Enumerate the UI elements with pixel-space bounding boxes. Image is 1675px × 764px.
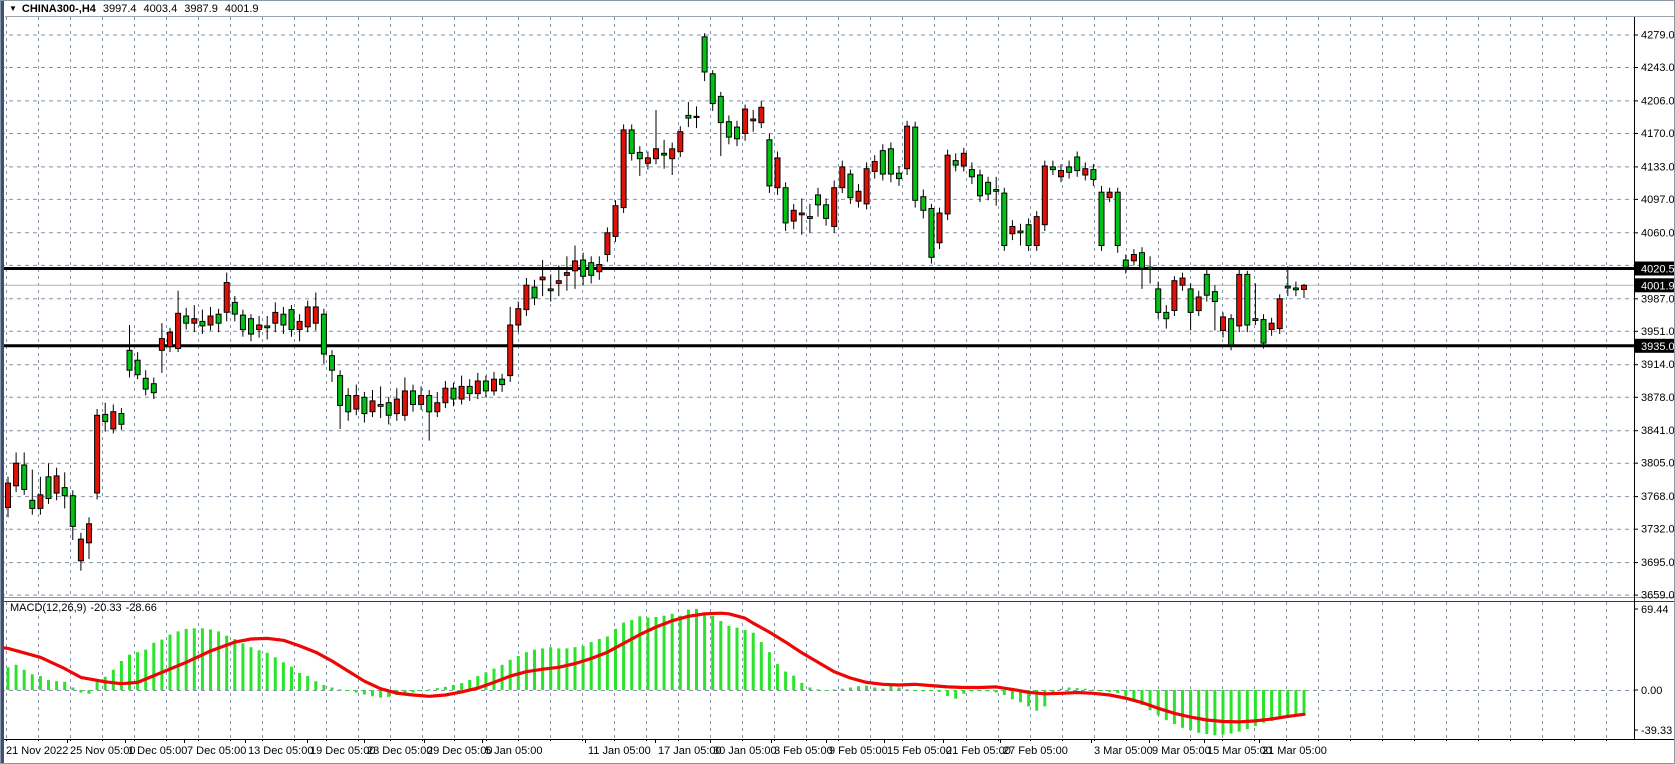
- pane-divider[interactable]: [1, 597, 1675, 602]
- svg-text:3951.0: 3951.0: [1641, 326, 1675, 338]
- horizontal-gridlines: [1, 34, 1634, 691]
- vertical-gridlines: [6, 17, 1607, 738]
- svg-text:3878.0: 3878.0: [1641, 392, 1675, 404]
- svg-text:15 Feb 05:00: 15 Feb 05:00: [887, 745, 952, 757]
- macd-value: -20.33: [90, 602, 122, 614]
- macd-signal-line: [1, 611, 1306, 724]
- svg-text:3 Feb 05:00: 3 Feb 05:00: [774, 745, 833, 757]
- horizontal-level-lines[interactable]: [1, 267, 1634, 348]
- svg-text:4170.0: 4170.0: [1641, 128, 1675, 140]
- svg-text:25 Nov 05:00: 25 Nov 05:00: [70, 745, 135, 757]
- svg-text:30 Jan 05:00: 30 Jan 05:00: [713, 745, 777, 757]
- price-axis[interactable]: 4279.0 4243.0 4206.0 4170.0 4133.0 4097.0 4060…: [1634, 30, 1675, 602]
- svg-text:9 Feb 05:00: 9 Feb 05:00: [829, 745, 888, 757]
- svg-text:5 Jan 05:00: 5 Jan 05:00: [485, 745, 543, 757]
- svg-text:29 Dec 05:00: 29 Dec 05:00: [427, 745, 492, 757]
- svg-text:3768.0: 3768.0: [1641, 491, 1675, 503]
- svg-text:13 Dec 05:00: 13 Dec 05:00: [248, 745, 313, 757]
- svg-text:1 Dec 05:00: 1 Dec 05:00: [128, 745, 187, 757]
- macd-signal-value: -28.66: [125, 602, 157, 614]
- svg-text:-39.33: -39.33: [1641, 725, 1672, 737]
- svg-text:4060.0: 4060.0: [1641, 227, 1675, 239]
- svg-text:3 Mar 05:00: 3 Mar 05:00: [1094, 745, 1153, 757]
- svg-text:3935.0: 3935.0: [1641, 341, 1675, 353]
- svg-text:11 Jan 05:00: 11 Jan 05:00: [588, 745, 651, 757]
- svg-text:3659.0: 3659.0: [1641, 590, 1675, 602]
- svg-text:19 Dec 05:00: 19 Dec 05:00: [310, 745, 375, 757]
- svg-text:3914.0: 3914.0: [1641, 359, 1675, 371]
- time-axis[interactable]: 21 Nov 2022 25 Nov 05:001 Dec 05:00 7 Dec …: [3, 739, 1607, 757]
- svg-text:4020.5: 4020.5: [1641, 264, 1675, 276]
- svg-text:0.00: 0.00: [1641, 685, 1662, 697]
- ohlc-high: 4003.4: [143, 3, 178, 15]
- svg-text:4279.0: 4279.0: [1641, 30, 1675, 42]
- svg-text:4206.0: 4206.0: [1641, 95, 1675, 107]
- svg-text:21 Nov 2022: 21 Nov 2022: [6, 745, 68, 757]
- symbol-dropdown-icon[interactable]: ▼: [9, 4, 17, 13]
- ohlc-close: 4001.9: [224, 3, 259, 15]
- ohlc-low: 3987.9: [184, 3, 218, 15]
- macd-axis: 69.44 0.00 -39.33: [1634, 604, 1672, 737]
- svg-text:23 Dec 05:00: 23 Dec 05:00: [367, 745, 432, 757]
- svg-text:27 Feb 05:00: 27 Feb 05:00: [1003, 745, 1068, 757]
- svg-text:69.44: 69.44: [1641, 604, 1669, 616]
- window-left-frame: [1, 1, 4, 763]
- svg-text:15 Mar 05:00: 15 Mar 05:00: [1207, 745, 1272, 757]
- symbol-period-label: CHINA300-,H4: [21, 3, 96, 15]
- svg-text:3805.0: 3805.0: [1641, 458, 1675, 470]
- svg-text:9 Mar 05:00: 9 Mar 05:00: [1152, 745, 1211, 757]
- macd-indicator-label: MACD(12,26,9) -20.33 -28.66: [10, 602, 161, 614]
- svg-text:3987.0: 3987.0: [1641, 293, 1675, 305]
- candles: [5, 33, 1307, 571]
- svg-text:21 Feb 05:00: 21 Feb 05:00: [946, 745, 1011, 757]
- svg-text:17 Jan 05:00: 17 Jan 05:00: [658, 745, 722, 757]
- svg-text:3695.0: 3695.0: [1641, 557, 1675, 569]
- svg-text:4097.0: 4097.0: [1641, 194, 1675, 206]
- svg-text:4243.0: 4243.0: [1641, 62, 1675, 74]
- svg-text:21 Mar 05:00: 21 Mar 05:00: [1262, 745, 1327, 757]
- svg-text:3841.0: 3841.0: [1641, 425, 1675, 437]
- svg-text:7 Dec 05:00: 7 Dec 05:00: [187, 745, 246, 757]
- svg-text:3732.0: 3732.0: [1641, 524, 1675, 536]
- svg-text:4133.0: 4133.0: [1641, 161, 1675, 173]
- ohlc-open: 3997.4: [102, 3, 137, 15]
- macd-name: MACD(12,26,9): [10, 602, 87, 614]
- chart-title-bar: ▼ CHINA300-,H4 3997.4 4003.4 3987.9 4001.9: [5, 1, 1674, 17]
- svg-text:4001.9: 4001.9: [1641, 280, 1675, 292]
